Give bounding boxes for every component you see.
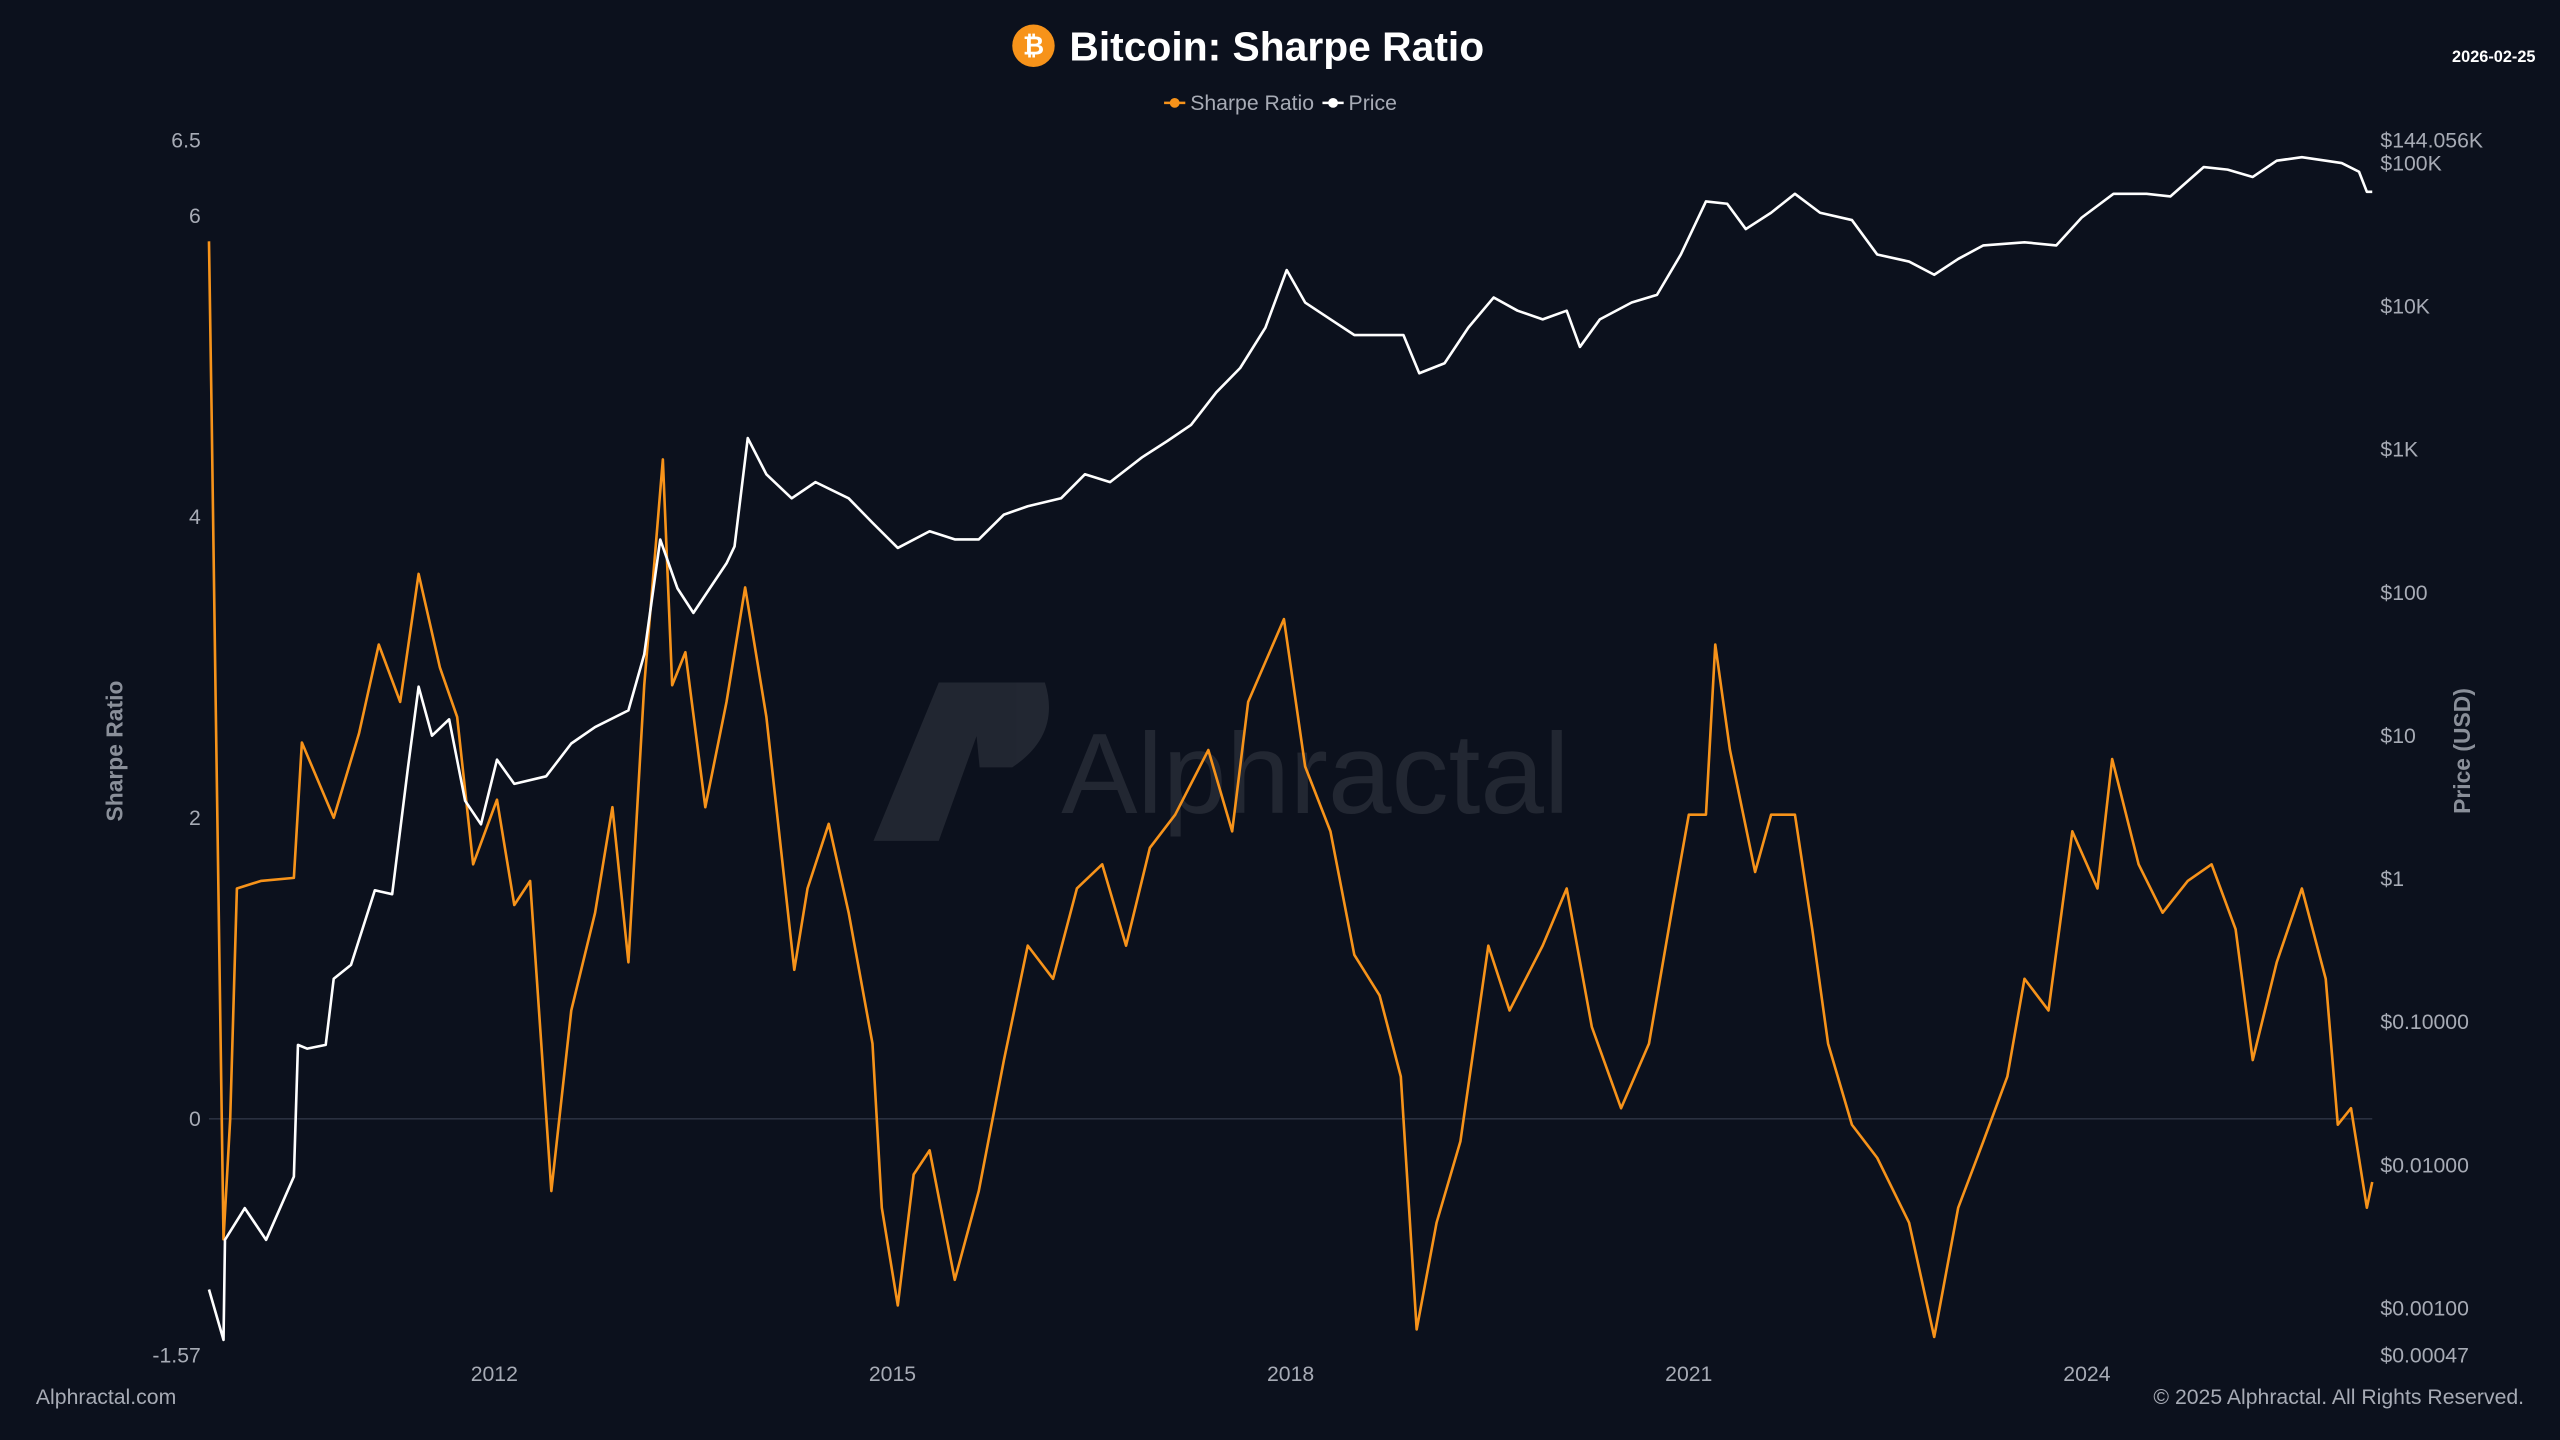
y-right-tick-label: $1K bbox=[2380, 439, 2418, 462]
chart-title: Bitcoin: Sharpe Ratio bbox=[1069, 23, 1484, 69]
legend-marker-sharpe bbox=[1169, 97, 1180, 108]
price-line bbox=[207, 155, 2373, 1342]
y-right-tick-label: $0.10000 bbox=[2380, 1011, 2469, 1034]
x-tick-label: 2018 bbox=[1267, 1363, 1314, 1386]
watermark-text: Alphractal bbox=[1061, 711, 1569, 838]
bitcoin-symbol: ₿ bbox=[1023, 31, 1044, 61]
y-right-axis-label: Price (USD) bbox=[2449, 688, 2475, 814]
y-left-axis-label: Sharpe Ratio bbox=[101, 681, 127, 822]
date-label: 2026-02-25 bbox=[2452, 48, 2535, 66]
legend-label-sharpe: Sharpe Ratio bbox=[1190, 92, 1314, 115]
bitcoin-icon bbox=[1012, 24, 1055, 67]
x-tick-label: 2024 bbox=[2063, 1363, 2110, 1386]
y-right-tick-label: $0.01000 bbox=[2380, 1154, 2469, 1177]
y-right-tick-label: $10 bbox=[2380, 725, 2415, 748]
title-group: ₿ Bitcoin: Sharpe Ratio bbox=[1012, 23, 1484, 69]
y-right-tick-label: $100K bbox=[2380, 152, 2441, 175]
legend-label-price: Price bbox=[1349, 92, 1397, 115]
y-right-tick-label: $1 bbox=[2380, 868, 2404, 891]
watermark-logo-icon bbox=[873, 682, 1049, 841]
legend: Sharpe Ratio Price bbox=[1164, 92, 1397, 115]
x-tick-label: 2015 bbox=[869, 1363, 916, 1386]
legend-item-sharpe[interactable]: Sharpe Ratio bbox=[1164, 92, 1314, 115]
legend-marker-price bbox=[1328, 97, 1338, 108]
y-left-tick-label: 6 bbox=[189, 205, 201, 228]
y-right-tick-label: $144.056K bbox=[2380, 130, 2483, 153]
y-left-tick-label: 2 bbox=[189, 807, 201, 830]
x-tick-label: 2012 bbox=[471, 1363, 518, 1386]
footer-site[interactable]: Alphractal.com bbox=[36, 1386, 176, 1409]
y-left-tick-label: 4 bbox=[189, 506, 201, 529]
y-right-tick-label: $0.00047 bbox=[2380, 1344, 2469, 1367]
y-left-tick-label: 6.5 bbox=[171, 130, 201, 153]
legend-item-price[interactable]: Price bbox=[1322, 92, 1397, 115]
sharpe-ratio-line bbox=[207, 241, 2374, 1339]
y-left-tick-label: 0 bbox=[189, 1108, 201, 1131]
watermark: Alphractal bbox=[873, 682, 1569, 841]
y-right-tick-label: $10K bbox=[2380, 296, 2430, 319]
y-right-tick-label: $0.00100 bbox=[2380, 1298, 2469, 1321]
x-tick-label: 2021 bbox=[1665, 1363, 1712, 1386]
y-right-tick-label: $100 bbox=[2380, 582, 2427, 605]
y-left-tick-label: -1.57 bbox=[152, 1344, 200, 1367]
footer-copyright: © 2025 Alphractal. All Rights Reserved. bbox=[2153, 1386, 2524, 1409]
